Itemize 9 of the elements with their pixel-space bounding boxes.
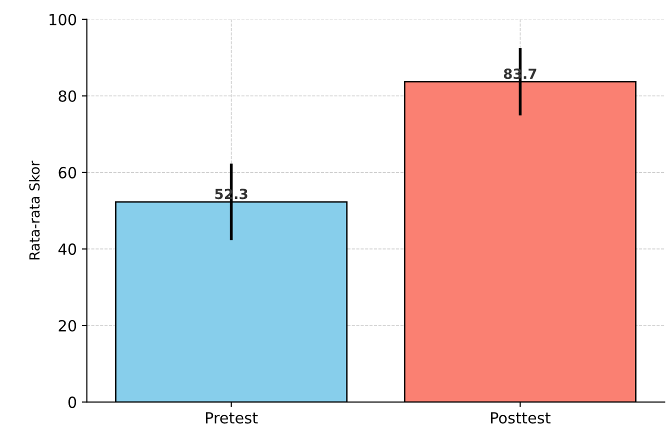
- y-tick-label: 20: [58, 320, 76, 332]
- y-axis-title: Rata-rata Skor: [28, 160, 40, 260]
- y-tick-label: 80: [58, 90, 76, 102]
- y-tick-label: 100: [50, 14, 76, 26]
- y-tick-label: 60: [58, 166, 76, 178]
- y-tick-label: 40: [58, 243, 76, 255]
- x-tick-label: Posttest: [491, 412, 550, 424]
- x-tick-label: Pretest: [206, 412, 258, 424]
- y-tick-label: 0: [68, 396, 76, 408]
